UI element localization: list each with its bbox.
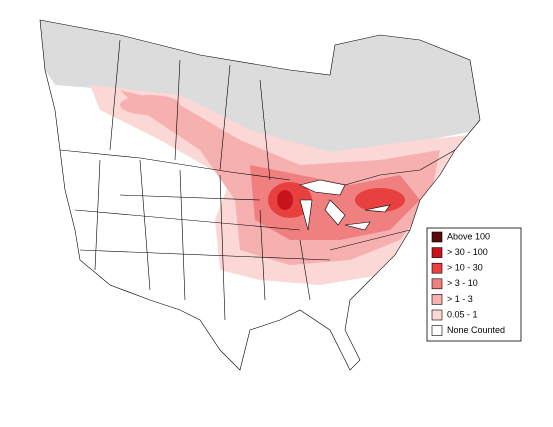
legend-label: > 1 - 3 — [447, 294, 473, 304]
legend-swatch — [431, 231, 443, 243]
legend-label: None Counted — [447, 325, 505, 335]
legend: Above 100 > 30 - 100 > 10 - 30 > 3 - 10 > 1 … — [426, 227, 522, 342]
legend-swatch — [431, 247, 443, 258]
legend-label: Above 100 — [447, 231, 490, 241]
legend-label: > 3 - 10 — [447, 278, 478, 288]
legend-label: > 30 - 100 — [447, 247, 488, 257]
legend-swatch — [431, 325, 443, 336]
legend-swatch — [431, 294, 443, 305]
legend-label: > 10 - 30 — [447, 263, 483, 273]
legend-swatch — [431, 278, 443, 290]
legend-label: 0.05 - 1 — [447, 309, 478, 319]
legend-swatch — [431, 262, 443, 274]
legend-box — [426, 227, 522, 342]
legend-swatch — [431, 309, 443, 321]
